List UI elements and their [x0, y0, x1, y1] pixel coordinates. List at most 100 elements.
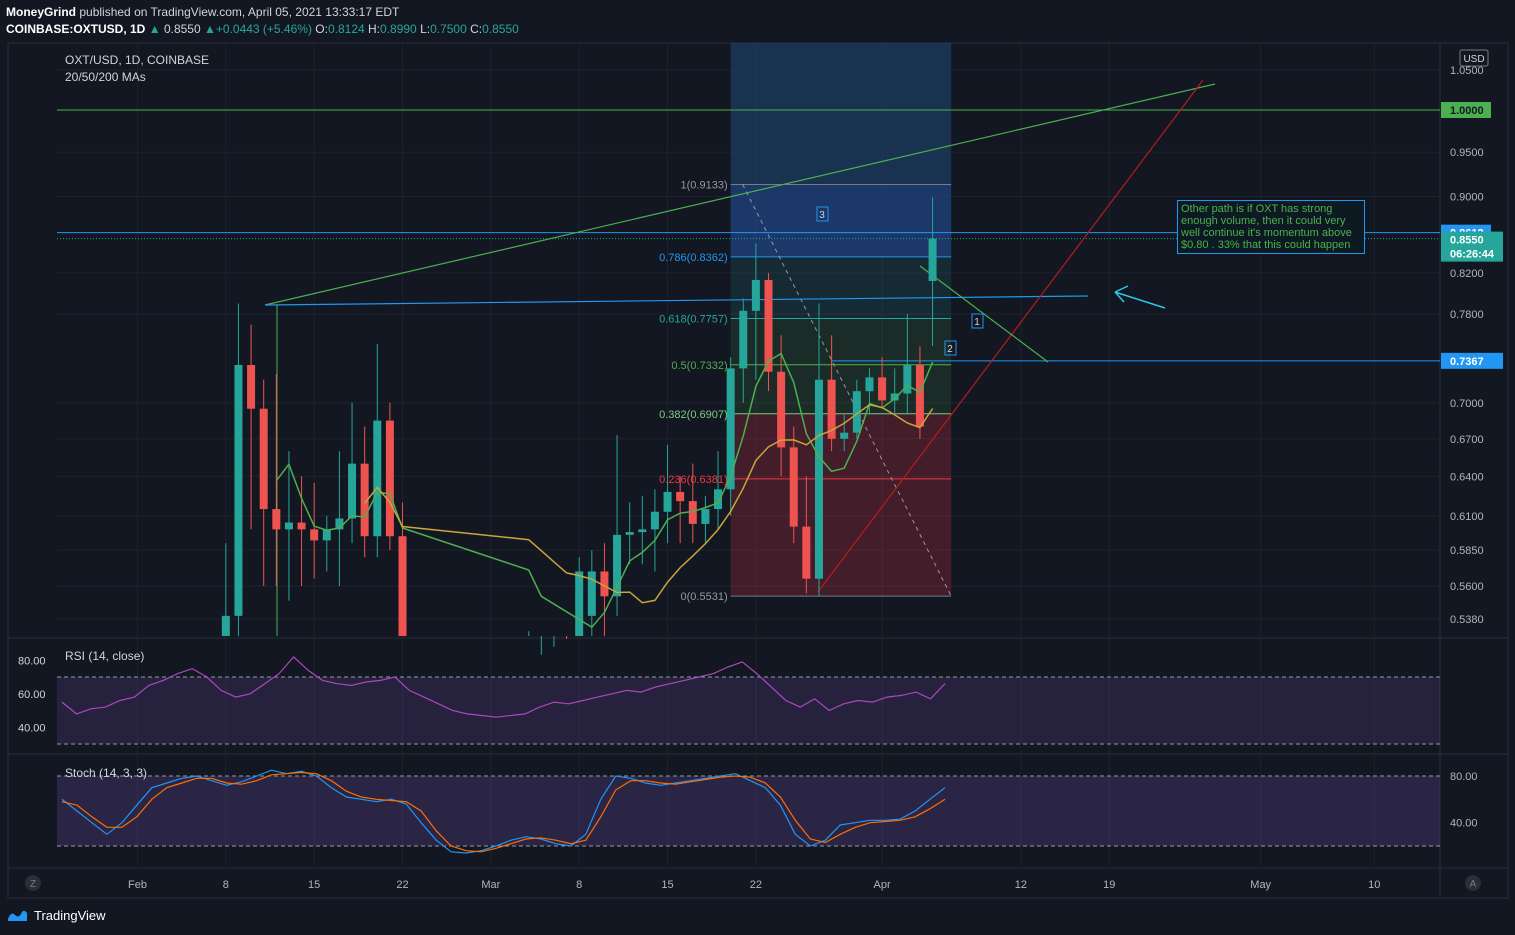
candle-body [915, 364, 924, 427]
auto-scale-icon: A [1470, 879, 1477, 890]
tradingview-logo[interactable]: TradingView [6, 907, 106, 923]
time-tick: 15 [661, 879, 673, 891]
candle-body [247, 364, 256, 409]
candle-body [777, 371, 786, 448]
candle-body [789, 447, 798, 527]
candle-body [852, 391, 861, 433]
candle-body [272, 509, 281, 530]
wave-marker-box [944, 340, 957, 356]
fib-level-label: 0.5(0.7332) [671, 360, 727, 372]
candle-body [373, 420, 382, 537]
candle-body [676, 491, 685, 502]
rsi-tick: 80.00 [18, 655, 46, 667]
open-label: O: [315, 22, 328, 36]
wave-marker-label: 2 [947, 344, 953, 355]
chart-grid [8, 43, 1508, 898]
last-price: 0.8550 [163, 22, 201, 36]
rsi-pane: 80.00 60.00 40.00 [18, 655, 1440, 745]
legend-stoch: Stoch (14, 3, 3) [65, 766, 147, 780]
candle-body [764, 279, 773, 372]
symbol-label[interactable]: COINBASE:OXTUSD, 1D [6, 22, 146, 36]
time-tick: Mar [481, 879, 500, 891]
candle-body [385, 420, 394, 537]
wave-marker-box [816, 206, 829, 222]
price-axis[interactable]: 1.0500 0.9500 0.9000 0.8200 0.7800 0.7000 0.67… [1441, 65, 1503, 626]
time-tick: 10 [1368, 879, 1380, 891]
publish-info: published on TradingView.com, April 05, … [79, 5, 400, 19]
close-label: C: [470, 22, 483, 36]
fib-level-label: 0(0.5531) [681, 591, 728, 603]
tradingview-logo-icon [8, 910, 27, 921]
candle-body [701, 509, 710, 524]
wave-marker-box [971, 313, 984, 329]
price-label: 06:26:44 [1450, 249, 1495, 261]
change-value: +0.0443 (+5.46%) [215, 22, 312, 36]
brand-name: TradingView [34, 907, 106, 923]
currency-badge[interactable] [1459, 49, 1489, 67]
time-tick: 12 [1015, 879, 1027, 891]
rsi-band [57, 677, 1440, 744]
candle-body [360, 463, 369, 537]
price-tick: 0.6700 [1450, 434, 1484, 446]
legend-mas: 20/50/200 MAs [65, 70, 146, 84]
target-zone [730, 43, 952, 257]
change-indicator: ▲ [203, 22, 216, 36]
chart-canvas[interactable]: 1(0.9133) 0.786(0.8362) 0.618(0.7757) 0.5(0… [0, 0, 1515, 900]
moving-averages [275, 352, 934, 629]
close-value: 0.8550 [482, 22, 519, 36]
price-tick: 0.7800 [1450, 309, 1484, 321]
candle-body [638, 529, 647, 533]
fib-band [730, 184, 952, 257]
candle-body [688, 501, 697, 524]
chart-header: MoneyGrind published on TradingView.com,… [0, 0, 1515, 40]
fib-band [730, 318, 952, 365]
open-value: 0.8124 [327, 22, 365, 36]
candle-body [840, 432, 849, 439]
candle-body [221, 615, 230, 636]
fib-level-label: 0.236(0.6381) [659, 474, 728, 486]
time-tick: 19 [1103, 879, 1115, 891]
candle-body [587, 571, 596, 616]
zoom-toggle-button[interactable] [25, 875, 41, 891]
zoom-icon: Z [30, 879, 36, 890]
horizontal-trendline [264, 295, 1089, 306]
candle-body [739, 310, 748, 369]
candle-body [284, 522, 293, 530]
candle-body [890, 393, 899, 401]
candle-body [575, 571, 584, 636]
price-tick: 0.9500 [1450, 147, 1484, 159]
stoch-k-line [61, 769, 946, 854]
time-tick: 8 [576, 879, 582, 891]
fib-trend-line [742, 184, 952, 597]
stoch-pane: 80.00 40.00 [57, 769, 1478, 854]
stoch-band [57, 776, 1440, 846]
time-axis[interactable]: Feb 8 15 22 Mar 8 15 22 Apr 12 19 May 10 [128, 879, 1380, 891]
auto-scale-button[interactable] [1465, 875, 1481, 891]
up-arrow-icon: ▲ [148, 22, 161, 36]
price-label-box [1441, 352, 1503, 369]
fib-retracement[interactable]: 1(0.9133) 0.786(0.8362) 0.618(0.7757) 0.5(0… [659, 43, 952, 603]
candle-body [878, 377, 887, 401]
author-name[interactable]: MoneyGrind [6, 5, 77, 19]
publish-line: MoneyGrind published on TradingView.com,… [6, 5, 399, 19]
footer-bar [0, 900, 1515, 935]
analysis-note[interactable]: Other path is if OXT has strong enough v… [1177, 200, 1365, 254]
fib-band [730, 256, 952, 319]
ma20-line [275, 352, 934, 629]
candle-body [663, 491, 672, 512]
candle-body [234, 364, 243, 616]
candle-body [310, 529, 319, 541]
high-value: 0.8990 [380, 22, 417, 36]
time-tick: 22 [750, 879, 762, 891]
candle-body [613, 534, 622, 597]
fib-level-label: 1(0.9133) [681, 179, 728, 191]
ma50-line [364, 403, 934, 604]
candle-body [751, 279, 760, 311]
price-tick: 1.0500 [1450, 65, 1484, 77]
price-tick: 0.6400 [1450, 471, 1484, 483]
fib-level-label: 0.382(0.6907) [659, 409, 728, 421]
candle-body [625, 532, 634, 535]
price-label: 0.7367 [1450, 356, 1484, 368]
high-label: H: [368, 22, 381, 36]
time-tick: Feb [128, 879, 147, 891]
